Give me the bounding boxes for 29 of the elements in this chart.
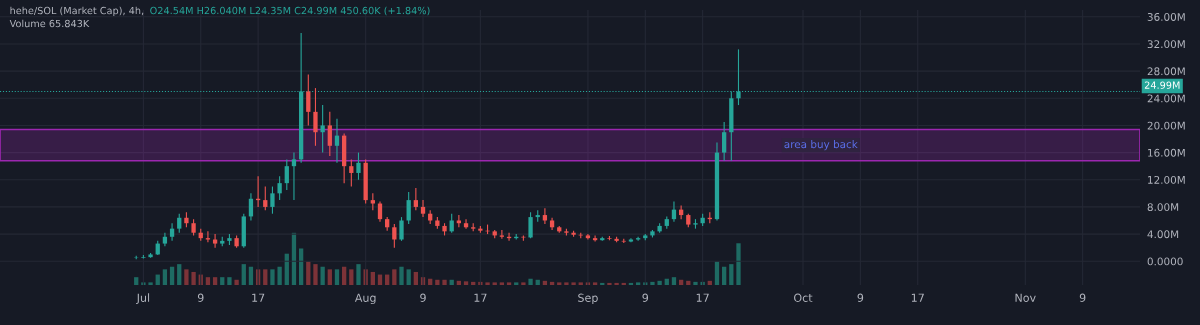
- y-tick-label: 16.00M: [1148, 148, 1185, 157]
- x-tick-label: 9: [857, 293, 864, 302]
- x-tick-label: 9: [197, 293, 204, 302]
- y-tick-label: 20.00M: [1147, 121, 1185, 130]
- y-tick-label: 28.00M: [1147, 67, 1185, 76]
- x-tick-label: Nov: [1015, 293, 1036, 302]
- y-tick-label: 8.00M: [1147, 203, 1179, 212]
- chart-subtitle: O24.54M H26.040M L24.35M C24.99M 450.60K (+1.84%): [150, 6, 430, 16]
- x-tick-label: Oct: [794, 293, 813, 302]
- y-tick-label: 32.00M: [1147, 40, 1185, 49]
- y-tick-label: 0.0000: [1147, 257, 1183, 266]
- x-tick-label: 17: [696, 293, 709, 302]
- ref-line-label: 24.99M: [1144, 81, 1180, 89]
- y-tick-label: 36.00M: [1147, 13, 1185, 21]
- x-tick-label: 9: [642, 293, 649, 302]
- x-tick-label: 17: [474, 293, 487, 302]
- x-tick-label: 9: [1079, 293, 1086, 302]
- band-label: area buy back: [784, 140, 858, 151]
- y-tick-label: 12.00M: [1148, 175, 1185, 184]
- x-tick-label: Sep: [578, 293, 598, 305]
- y-tick-label: 4.00M: [1147, 230, 1179, 239]
- x-tick-label: 17: [911, 293, 924, 302]
- y-tick-label: 24.00M: [1147, 94, 1185, 103]
- x-tick-label: 9: [420, 293, 426, 302]
- annotation: Volume 65.843K: [9, 19, 90, 28]
- x-tick-label: 17: [252, 293, 265, 302]
- chart-title: hehe/SOL (Market Cap), 4h,: [10, 6, 144, 17]
- x-tick-label: Aug: [354, 293, 376, 305]
- x-tick-label: Jul: [136, 293, 150, 304]
